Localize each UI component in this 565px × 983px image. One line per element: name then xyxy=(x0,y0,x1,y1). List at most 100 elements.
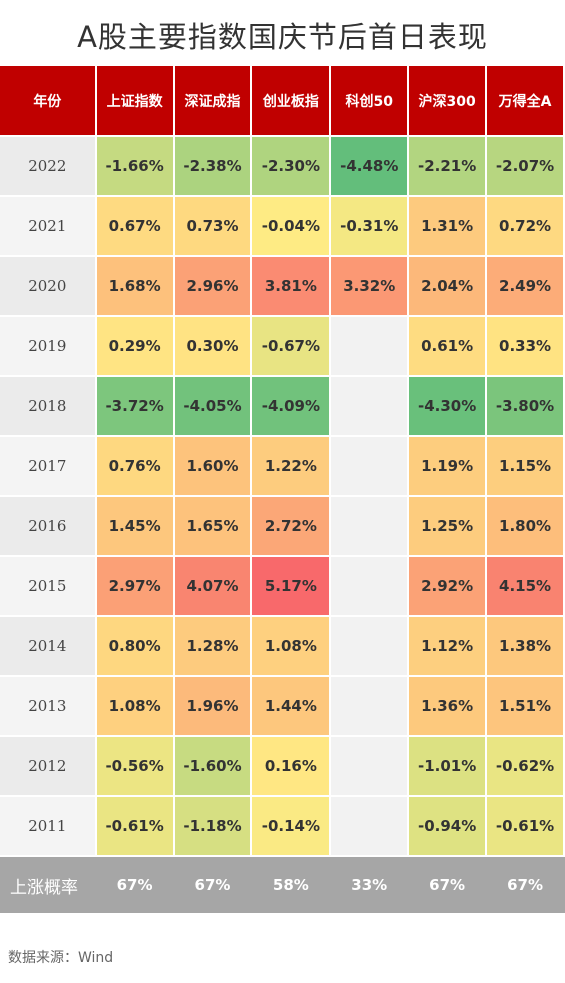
value-cell: 4.07% xyxy=(173,556,253,617)
value-cell: 5.17% xyxy=(251,556,332,617)
empty-cell xyxy=(330,496,410,557)
value-cell: 0.72% xyxy=(486,196,565,257)
row-year-label: 2014 xyxy=(0,616,97,677)
value-cell: 0.30% xyxy=(173,316,253,377)
value-cell: -4.09% xyxy=(251,376,332,437)
value-cell: 1.08% xyxy=(95,676,175,737)
empty-cell xyxy=(330,676,410,737)
table-row: 2018 -3.72% -4.05% -4.09% -4.30% -3.80% xyxy=(0,376,565,437)
value-cell: 0.73% xyxy=(173,196,253,257)
value-cell: -0.94% xyxy=(408,796,488,857)
column-header: 创业板指 xyxy=(251,66,332,137)
table-row: 2013 1.08% 1.96% 1.44% 1.36% 1.51% xyxy=(0,676,565,737)
value-cell: -1.18% xyxy=(173,796,253,857)
table-row: 2014 0.80% 1.28% 1.08% 1.12% 1.38% xyxy=(0,616,565,677)
value-cell: -4.30% xyxy=(408,376,488,437)
value-cell: 0.29% xyxy=(95,316,175,377)
row-year-label: 2012 xyxy=(0,736,97,797)
table-row: 2019 0.29% 0.30% -0.67% 0.61% 0.33% xyxy=(0,316,565,377)
table-row: 2020 1.68% 2.96% 3.81% 3.32% 2.04% 2.49% xyxy=(0,256,565,317)
table-row: 2017 0.76% 1.60% 1.22% 1.19% 1.15% xyxy=(0,436,565,497)
value-cell: 0.61% xyxy=(408,316,488,377)
value-cell: -4.48% xyxy=(330,136,410,197)
row-year-label: 2013 xyxy=(0,676,97,737)
table-row: 2011 -0.61% -1.18% -0.14% -0.94% -0.61% xyxy=(0,796,565,857)
empty-cell xyxy=(330,616,410,677)
column-header: 沪深300 xyxy=(408,66,488,137)
summary-value: 58% xyxy=(251,856,332,915)
value-cell: 3.81% xyxy=(251,256,332,317)
value-cell: 1.22% xyxy=(251,436,332,497)
row-year-label: 2018 xyxy=(0,376,97,437)
header-row: 年份 上证指数 深证成指 创业板指 科创50 沪深300 万得全A xyxy=(0,66,565,137)
column-header: 科创50 xyxy=(330,66,410,137)
summary-value: 67% xyxy=(95,856,175,915)
value-cell: 1.44% xyxy=(251,676,332,737)
value-cell: 1.38% xyxy=(486,616,565,677)
value-cell: 0.80% xyxy=(95,616,175,677)
value-cell: 1.31% xyxy=(408,196,488,257)
value-cell: -2.21% xyxy=(408,136,488,197)
row-year-label: 2016 xyxy=(0,496,97,557)
value-cell: 1.19% xyxy=(408,436,488,497)
value-cell: -0.04% xyxy=(251,196,332,257)
value-cell: 0.67% xyxy=(95,196,175,257)
empty-cell xyxy=(330,436,410,497)
value-cell: 1.51% xyxy=(486,676,565,737)
row-year-label: 2019 xyxy=(0,316,97,377)
table-row: 2016 1.45% 1.65% 2.72% 1.25% 1.80% xyxy=(0,496,565,557)
column-header: 万得全A xyxy=(486,66,565,137)
value-cell: 1.45% xyxy=(95,496,175,557)
row-year-label: 2017 xyxy=(0,436,97,497)
value-cell: 3.32% xyxy=(330,256,410,317)
value-cell: -2.30% xyxy=(251,136,332,197)
table-row: 2021 0.67% 0.73% -0.04% -0.31% 1.31% 0.72% xyxy=(0,196,565,257)
value-cell: 4.15% xyxy=(486,556,565,617)
empty-cell xyxy=(330,736,410,797)
value-cell: -0.67% xyxy=(251,316,332,377)
summary-value: 67% xyxy=(173,856,253,915)
value-cell: -3.72% xyxy=(95,376,175,437)
empty-cell xyxy=(330,316,410,377)
value-cell: 1.36% xyxy=(408,676,488,737)
value-cell: -0.14% xyxy=(251,796,332,857)
row-year-label: 2015 xyxy=(0,556,97,617)
summary-value: 33% xyxy=(330,856,410,915)
returns-heatmap-table: 年份 上证指数 深证成指 创业板指 科创50 沪深300 万得全A 2022 -1.66% -… xyxy=(0,66,565,915)
value-cell: 2.97% xyxy=(95,556,175,617)
summary-value: 67% xyxy=(486,856,565,915)
value-cell: 0.76% xyxy=(95,436,175,497)
value-cell: 0.16% xyxy=(251,736,332,797)
summary-value: 67% xyxy=(408,856,488,915)
value-cell: 2.04% xyxy=(408,256,488,317)
value-cell: 1.15% xyxy=(486,436,565,497)
value-cell: 1.60% xyxy=(173,436,253,497)
value-cell: -2.38% xyxy=(173,136,253,197)
value-cell: -1.60% xyxy=(173,736,253,797)
value-cell: -1.01% xyxy=(408,736,488,797)
summary-label: 上涨概率 xyxy=(0,856,97,915)
value-cell: 0.33% xyxy=(486,316,565,377)
row-year-label: 2020 xyxy=(0,256,97,317)
row-year-label: 2021 xyxy=(0,196,97,257)
value-cell: -3.80% xyxy=(486,376,565,437)
value-cell: -0.62% xyxy=(486,736,565,797)
corner-header: 年份 xyxy=(0,66,97,137)
value-cell: 1.65% xyxy=(173,496,253,557)
value-cell: 2.96% xyxy=(173,256,253,317)
row-year-label: 2011 xyxy=(0,796,97,857)
data-source: 数据来源：Wind xyxy=(8,950,114,966)
table-row: 2012 -0.56% -1.60% 0.16% -1.01% -0.62% xyxy=(0,736,565,797)
column-header: 深证成指 xyxy=(173,66,253,137)
value-cell: 1.68% xyxy=(95,256,175,317)
empty-cell xyxy=(330,796,410,857)
value-cell: 1.28% xyxy=(173,616,253,677)
value-cell: 2.92% xyxy=(408,556,488,617)
row-year-label: 2022 xyxy=(0,136,97,197)
empty-cell xyxy=(330,376,410,437)
value-cell: 1.96% xyxy=(173,676,253,737)
value-cell: -0.61% xyxy=(95,796,175,857)
value-cell: 1.08% xyxy=(251,616,332,677)
chart-title: A股主要指数国庆节后首日表现 xyxy=(77,20,488,54)
table-row: 2015 2.97% 4.07% 5.17% 2.92% 4.15% xyxy=(0,556,565,617)
